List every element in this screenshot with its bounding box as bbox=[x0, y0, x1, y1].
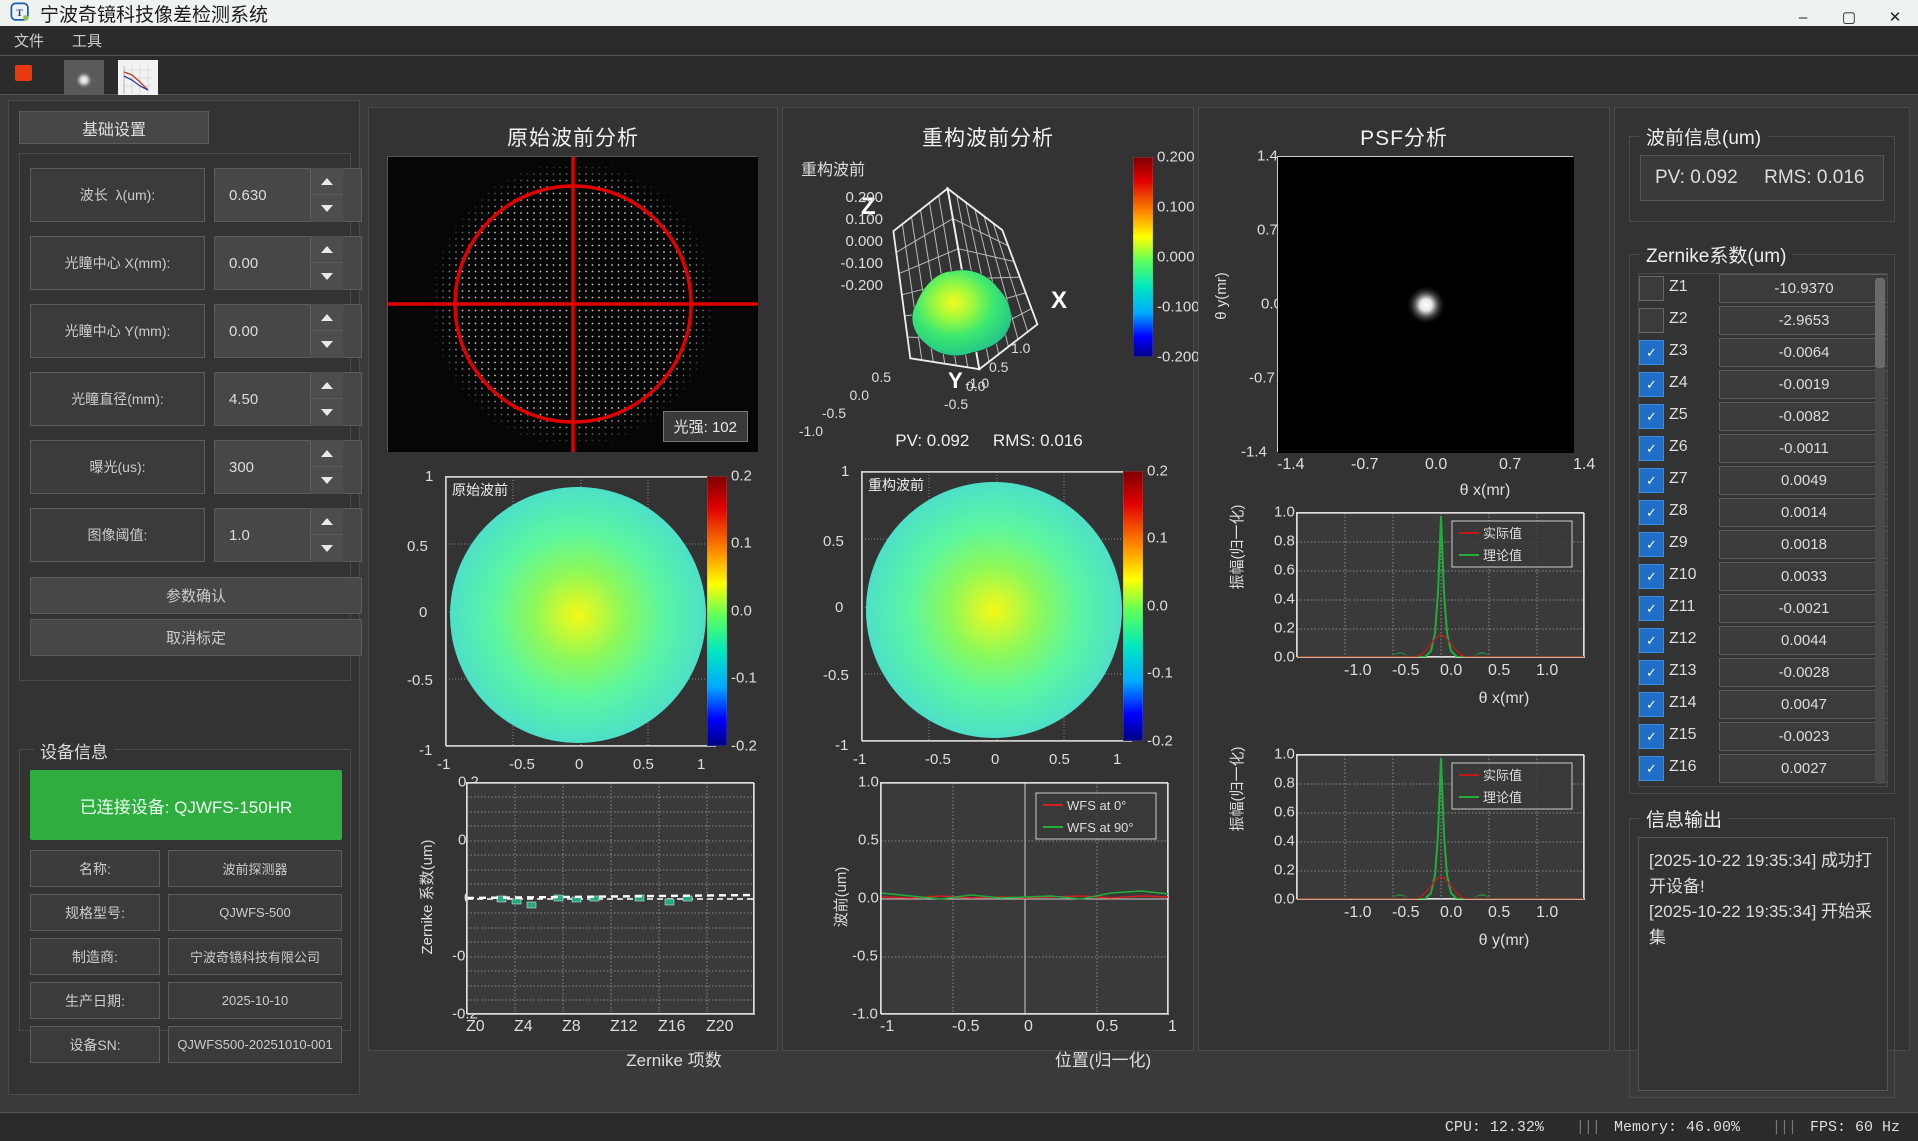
svg-text:-0.200: -0.200 bbox=[840, 277, 883, 294]
svg-text:理论值: 理论值 bbox=[1483, 790, 1522, 805]
svg-text:X: X bbox=[1051, 287, 1067, 314]
svg-text:-0.5: -0.5 bbox=[822, 405, 846, 421]
svg-text:T: T bbox=[16, 8, 23, 19]
svg-text:0.000: 0.000 bbox=[845, 233, 883, 250]
svg-text:0.0: 0.0 bbox=[966, 378, 986, 394]
svg-text:-0.5: -0.5 bbox=[944, 396, 968, 412]
svg-text:实际值: 实际值 bbox=[1483, 768, 1522, 783]
svg-text:0.5: 0.5 bbox=[872, 369, 892, 385]
svg-text:0.100: 0.100 bbox=[845, 211, 883, 228]
svg-text:0.5: 0.5 bbox=[989, 359, 1009, 375]
svg-text:0.200: 0.200 bbox=[845, 189, 883, 206]
svg-text:Y: Y bbox=[948, 368, 963, 393]
svg-text:WFS at 0°: WFS at 0° bbox=[1067, 798, 1126, 813]
svg-text:理论值: 理论值 bbox=[1483, 548, 1522, 563]
svg-text:WFS at 90°: WFS at 90° bbox=[1067, 820, 1134, 835]
svg-text:实际值: 实际值 bbox=[1483, 526, 1522, 541]
svg-text:0.0: 0.0 bbox=[850, 387, 870, 403]
svg-text:-0.100: -0.100 bbox=[840, 255, 883, 272]
svg-text:1.0: 1.0 bbox=[1011, 340, 1031, 356]
